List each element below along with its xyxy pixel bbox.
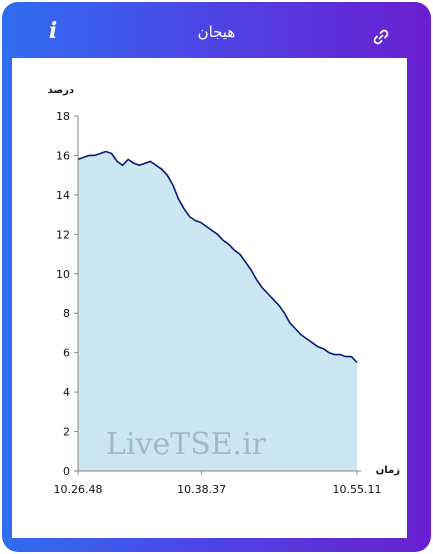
y-tick-label: 16 [56,149,70,162]
watermark: LiveTSE.ir [106,427,267,462]
x-axis-label: زمان [376,465,400,476]
x-tick-label: 10.26.48 [54,483,103,496]
y-tick-label: 12 [56,228,70,241]
y-tick-label: 4 [63,386,70,399]
link-icon[interactable] [372,28,390,46]
y-tick-label: 10 [56,268,70,281]
info-icon[interactable]: i [48,18,58,44]
y-tick-label: 8 [63,307,70,320]
chart: درصد زمان 0 2 4 6 8 10 12 14 16 18 10.26.48 10.38.3… [48,85,401,496]
y-tick-label: 0 [63,465,70,478]
card-header: i هیجان [2,2,431,58]
chart-panel: درصد زمان 0 2 4 6 8 10 12 14 16 18 10.26.48 10.38.3… [12,58,407,538]
y-axis-label: درصد [48,85,74,96]
y-tick-label: 6 [63,347,70,360]
y-tick-label: 2 [63,426,70,439]
card-title: هیجان [197,23,236,41]
series-line [77,150,358,364]
x-tick-label: 10.55.11 [333,483,382,496]
x-tick-label: 10.38.37 [177,483,226,496]
y-tick-label: 14 [56,189,70,202]
area-fill [78,151,357,471]
y-tick-label: 18 [56,110,70,123]
